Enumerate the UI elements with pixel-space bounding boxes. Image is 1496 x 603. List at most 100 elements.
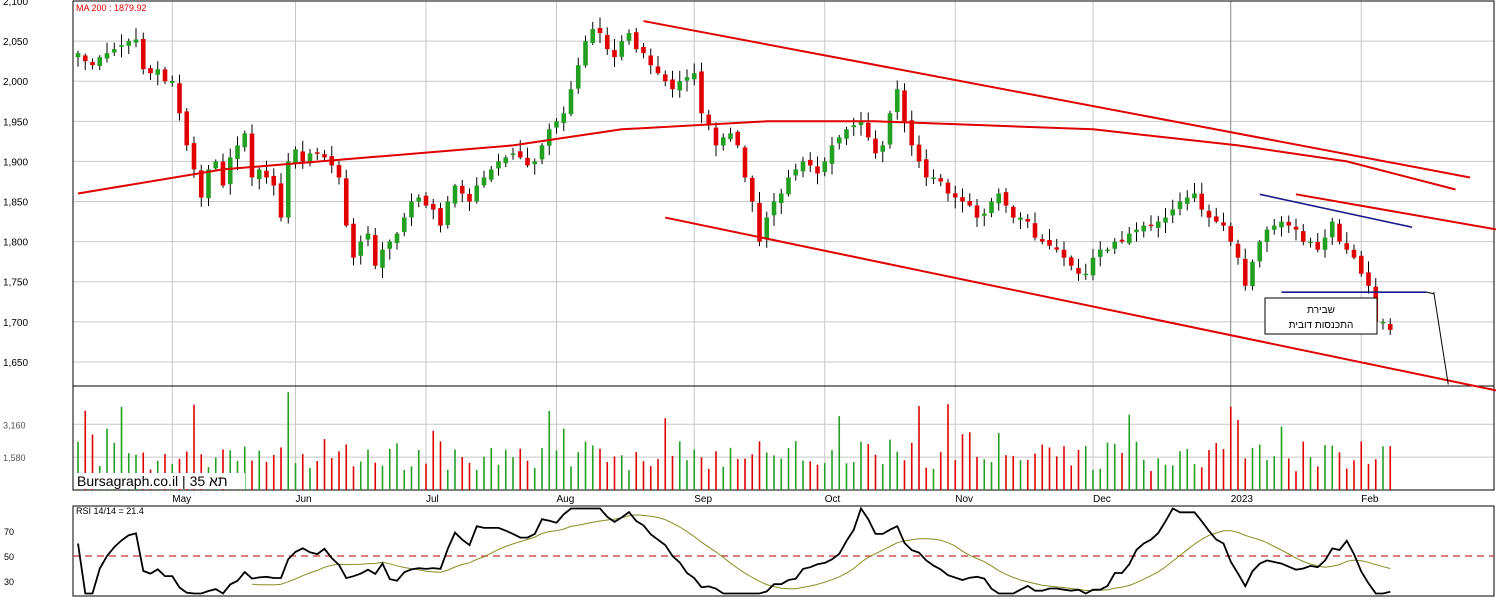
candle-up <box>1141 226 1146 232</box>
candle-up <box>590 29 595 43</box>
price-tick-label: 2,000 <box>3 77 28 88</box>
candle-down <box>1352 250 1357 258</box>
candle-up <box>97 57 102 66</box>
candle-down <box>953 193 958 197</box>
candle-up <box>119 45 124 47</box>
candle-up <box>996 194 1001 204</box>
x-tick-label: Sep <box>694 494 712 505</box>
candle-down <box>1033 223 1038 237</box>
candle-up <box>1163 218 1168 223</box>
candle-up <box>380 250 385 268</box>
candle-down <box>271 176 276 186</box>
candle-up <box>358 242 363 256</box>
candle-up <box>206 169 211 198</box>
rsi-tick-label: 70 <box>4 527 14 537</box>
candle-up <box>554 121 559 127</box>
candle-down <box>946 183 951 194</box>
candle-up <box>540 145 545 159</box>
candle-down <box>909 120 914 145</box>
candle-down <box>902 90 907 121</box>
candle-up <box>837 137 842 143</box>
candle-down <box>438 208 443 225</box>
candle-down <box>90 62 95 65</box>
candle-up <box>547 129 552 145</box>
x-tick-label: May <box>172 494 191 505</box>
candle-up <box>409 202 414 218</box>
candle-up <box>445 202 450 225</box>
candle-up <box>1018 218 1023 220</box>
candle-up <box>235 145 240 159</box>
candle-down <box>184 111 189 145</box>
rsi-line <box>78 509 1390 594</box>
candle-up <box>583 41 588 65</box>
candle-down <box>641 47 646 53</box>
x-tick-label: Jul <box>426 494 439 505</box>
candle-up <box>474 185 479 201</box>
candle-down <box>808 160 813 165</box>
candle-up <box>489 169 494 179</box>
candle-down <box>337 165 342 177</box>
candle-up <box>1178 202 1183 210</box>
candle-up <box>844 129 849 138</box>
annotation-line-1: שבירת <box>1307 305 1335 316</box>
candle-down <box>1315 242 1320 250</box>
candle-down <box>967 201 972 205</box>
candle-down <box>938 178 943 181</box>
candle-down <box>815 166 820 173</box>
candle-up <box>126 41 131 46</box>
candle-up <box>888 113 893 144</box>
candle-down <box>250 134 255 178</box>
candle-up <box>822 161 827 171</box>
candle-up <box>801 161 806 171</box>
candle-down <box>279 183 284 217</box>
candle-up <box>772 202 777 216</box>
candle-up <box>982 214 987 216</box>
candle-up <box>286 161 291 217</box>
candle-up <box>1279 222 1284 228</box>
rsi-lines <box>73 509 1494 594</box>
candle-up <box>989 202 994 214</box>
candle-down <box>1025 219 1030 222</box>
candle-up <box>1127 234 1132 244</box>
upper-trend-extension <box>1296 194 1496 231</box>
candlesticks <box>76 18 1393 335</box>
candle-down <box>605 35 610 49</box>
candle-down <box>177 83 182 113</box>
x-tick-label: Aug <box>557 494 575 505</box>
candle-down <box>373 235 378 266</box>
candle-up <box>1192 194 1197 199</box>
candle-down <box>873 139 878 154</box>
candle-down <box>1228 226 1233 242</box>
candle-up <box>1323 238 1328 250</box>
candle-down <box>917 145 922 162</box>
candle-up <box>416 198 421 202</box>
price-tick-label: 1,850 <box>3 198 28 209</box>
candle-up <box>1170 210 1175 216</box>
candle-up <box>1083 274 1088 276</box>
candle-up <box>170 81 175 83</box>
candle-up <box>1250 262 1255 286</box>
volume-bars <box>78 392 1390 490</box>
candle-up <box>880 145 885 151</box>
price-y-axis: 2,1002,0502,0001,9501,9001,8501,8001,750… <box>3 0 28 369</box>
candle-up <box>793 169 798 175</box>
candle-down <box>1207 211 1212 218</box>
candle-up <box>1156 222 1161 228</box>
x-tick-label: Feb <box>1361 494 1379 505</box>
candle-up <box>576 65 581 88</box>
trendlines <box>644 21 1496 394</box>
candle-up <box>155 69 160 75</box>
volume-tick-label: 1,580 <box>3 453 26 463</box>
candle-up <box>1105 250 1110 252</box>
candle-up <box>105 53 110 58</box>
x-tick-label: Oct <box>825 494 841 505</box>
price-tick-label: 2,050 <box>3 37 28 48</box>
candle-up <box>561 113 566 123</box>
candle-up <box>257 169 262 179</box>
candle-up <box>1272 226 1277 230</box>
candle-down <box>192 143 197 169</box>
candle-up <box>213 161 218 168</box>
x-tick-label: Jun <box>296 494 312 505</box>
